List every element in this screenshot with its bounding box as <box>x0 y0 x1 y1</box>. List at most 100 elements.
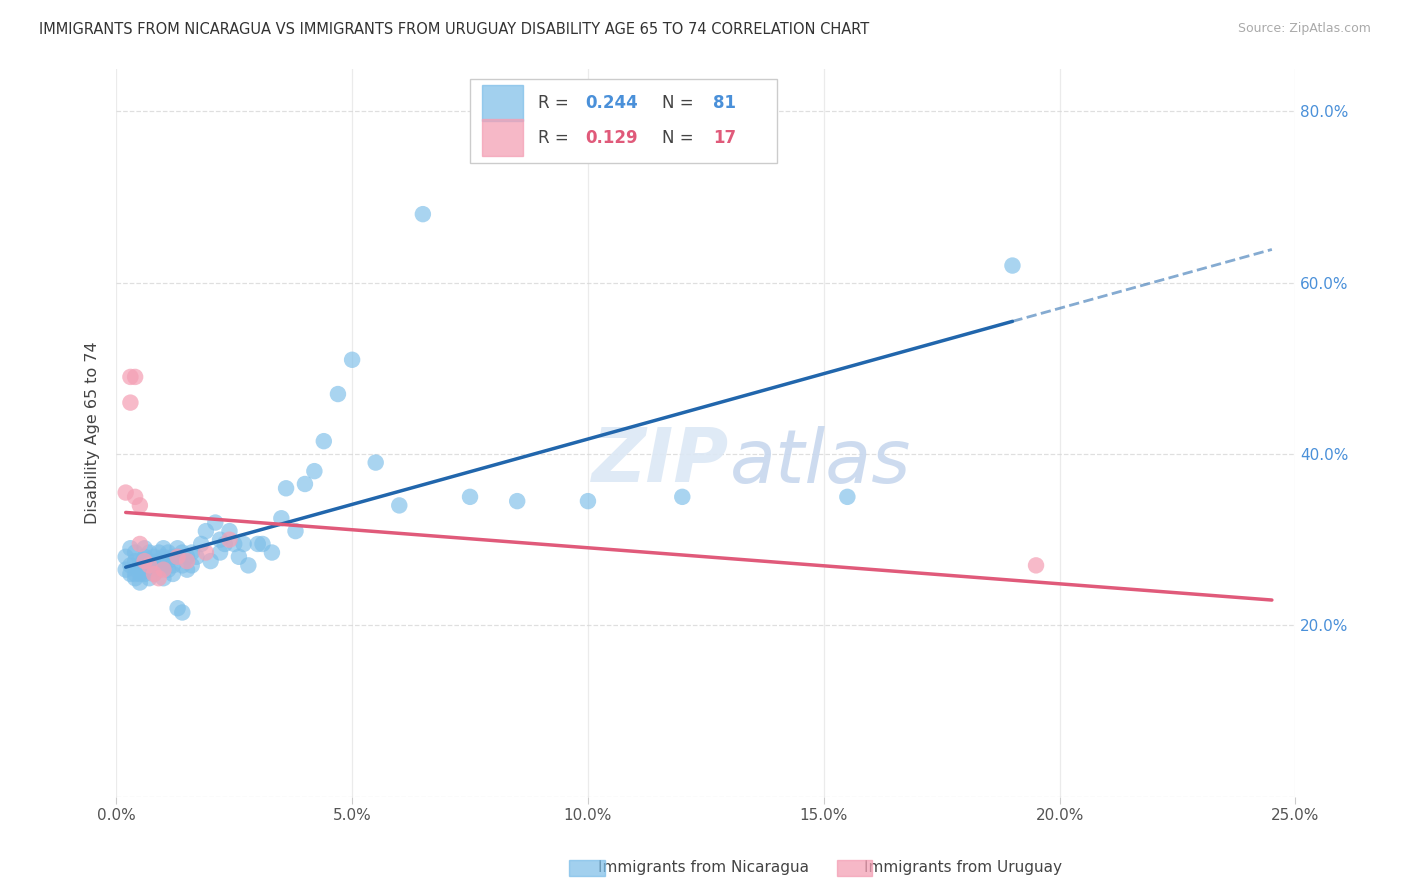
Text: atlas: atlas <box>730 425 911 498</box>
Point <box>671 490 693 504</box>
Point <box>214 537 236 551</box>
FancyBboxPatch shape <box>482 120 523 156</box>
Point <box>238 558 260 573</box>
Text: N =: N = <box>662 94 699 112</box>
Point <box>228 549 250 564</box>
Point <box>162 558 184 573</box>
Point <box>114 563 136 577</box>
Point <box>134 554 156 568</box>
Point <box>209 533 232 547</box>
Point <box>837 490 859 504</box>
Point <box>138 571 160 585</box>
Text: IMMIGRANTS FROM NICARAGUA VS IMMIGRANTS FROM URUGUAY DISABILITY AGE 65 TO 74 COR: IMMIGRANTS FROM NICARAGUA VS IMMIGRANTS … <box>39 22 870 37</box>
Point <box>152 563 174 577</box>
Point <box>209 545 232 559</box>
Point <box>166 549 188 564</box>
Point <box>134 566 156 581</box>
Point <box>190 537 212 551</box>
Point <box>176 554 198 568</box>
Point <box>166 541 188 556</box>
Point <box>128 499 150 513</box>
Point <box>412 207 434 221</box>
Point <box>128 563 150 577</box>
Point <box>124 370 146 384</box>
Point <box>162 566 184 581</box>
Point <box>252 537 274 551</box>
Point <box>124 571 146 585</box>
Text: R =: R = <box>538 94 575 112</box>
Point <box>120 541 142 556</box>
Point <box>176 549 198 564</box>
Text: 17: 17 <box>713 128 737 146</box>
Point <box>194 545 217 559</box>
Point <box>218 533 240 547</box>
Point <box>180 545 202 559</box>
Point <box>124 545 146 559</box>
Point <box>143 566 166 581</box>
Point <box>270 511 292 525</box>
Point <box>166 601 188 615</box>
Point <box>312 434 335 449</box>
Point <box>388 499 411 513</box>
Point <box>134 541 156 556</box>
Point <box>232 537 254 551</box>
Point <box>458 490 481 504</box>
Text: Immigrants from Uruguay: Immigrants from Uruguay <box>865 860 1062 874</box>
Point <box>138 545 160 559</box>
Point <box>114 549 136 564</box>
Point <box>124 566 146 581</box>
Point <box>138 558 160 573</box>
Point <box>1001 259 1024 273</box>
Point <box>224 537 246 551</box>
Point <box>218 524 240 538</box>
Point <box>172 606 194 620</box>
Point <box>148 545 170 559</box>
Point <box>246 537 269 551</box>
Point <box>172 558 194 573</box>
Point <box>176 563 198 577</box>
Text: 0.129: 0.129 <box>585 128 638 146</box>
Point <box>124 490 146 504</box>
Point <box>143 558 166 573</box>
Point <box>143 549 166 564</box>
Point <box>294 477 316 491</box>
Point <box>120 566 142 581</box>
Point <box>152 541 174 556</box>
Text: 0.244: 0.244 <box>585 94 638 112</box>
Point <box>157 563 180 577</box>
Point <box>260 545 283 559</box>
Point <box>180 558 202 573</box>
Point <box>1025 558 1047 573</box>
Point <box>157 554 180 568</box>
Point <box>148 571 170 585</box>
Text: 81: 81 <box>713 94 735 112</box>
Point <box>326 387 349 401</box>
Point <box>152 558 174 573</box>
Point <box>128 554 150 568</box>
Point <box>506 494 529 508</box>
Point <box>157 545 180 559</box>
Point <box>138 554 160 568</box>
Text: ZIP: ZIP <box>592 425 730 499</box>
Point <box>128 537 150 551</box>
Point <box>200 554 222 568</box>
Point <box>162 549 184 564</box>
Text: R =: R = <box>538 128 579 146</box>
Point <box>138 563 160 577</box>
Point <box>194 524 217 538</box>
Point <box>284 524 307 538</box>
Point <box>114 485 136 500</box>
Point <box>128 558 150 573</box>
Point <box>128 566 150 581</box>
Point <box>166 549 188 564</box>
Point <box>120 370 142 384</box>
Point <box>576 494 599 508</box>
Point <box>172 545 194 559</box>
Point <box>134 558 156 573</box>
Point <box>134 549 156 564</box>
Point <box>124 554 146 568</box>
Point <box>120 558 142 573</box>
Point <box>364 456 387 470</box>
Point <box>152 549 174 564</box>
FancyBboxPatch shape <box>470 79 776 163</box>
